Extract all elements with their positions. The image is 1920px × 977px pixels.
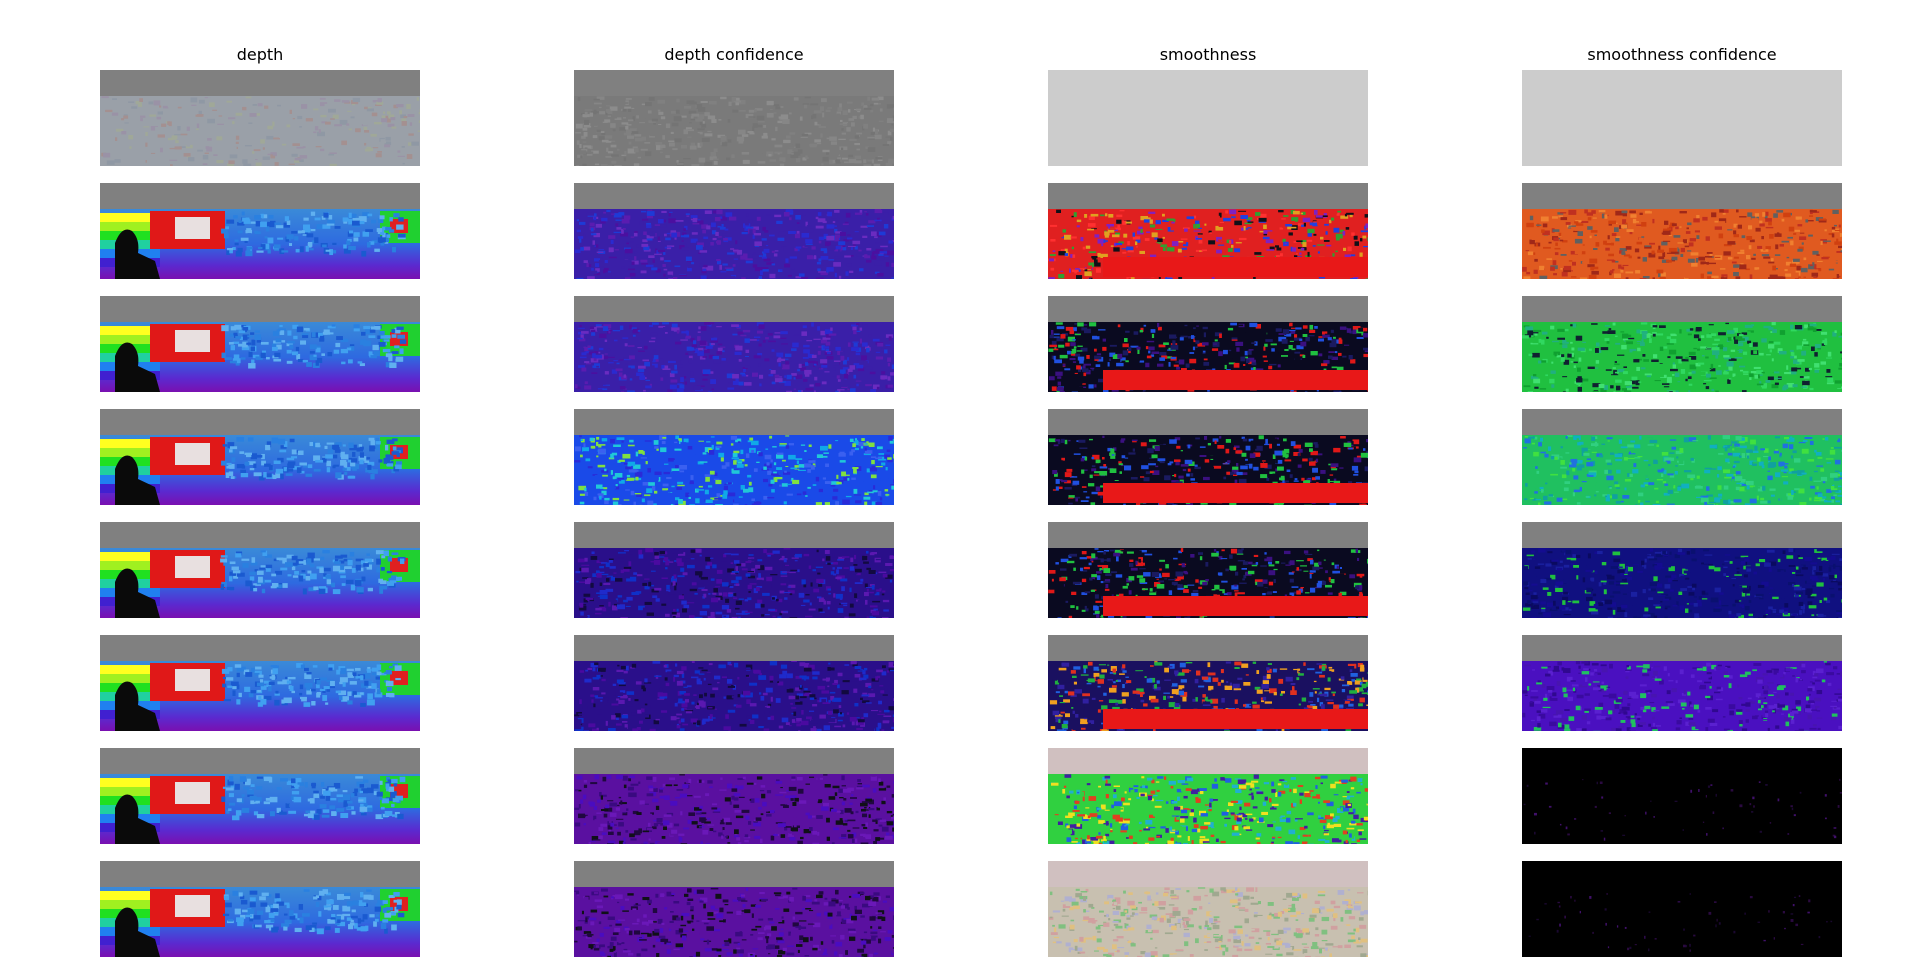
panel-depth-row-4 <box>100 409 420 505</box>
panel-image <box>100 183 420 279</box>
panel-depth-confidence-row-3 <box>574 296 894 392</box>
panel-image <box>574 409 894 505</box>
panel-depth-confidence-row-5 <box>574 522 894 618</box>
panel-image <box>1048 70 1368 166</box>
panel-depth-row-3 <box>100 296 420 392</box>
panel-image <box>1522 183 1842 279</box>
panel-depth-row-2 <box>100 183 420 279</box>
panel-image <box>1048 635 1368 731</box>
panel-smoothness-confidence-row-1 <box>1522 70 1842 166</box>
panel-depth-confidence-row-2 <box>574 183 894 279</box>
panel-smoothness-confidence-row-3 <box>1522 296 1842 392</box>
panel-image <box>574 183 894 279</box>
panel-smoothness-confidence-row-5 <box>1522 522 1842 618</box>
panel-smoothness-row-3 <box>1048 296 1368 392</box>
panel-image <box>574 522 894 618</box>
panel-smoothness-confidence-row-2 <box>1522 183 1842 279</box>
panel-image <box>1522 748 1842 844</box>
column-title-depth-confidence: depth confidence <box>574 46 894 64</box>
panel-smoothness-confidence-row-4 <box>1522 409 1842 505</box>
panel-image <box>1522 409 1842 505</box>
panel-depth-confidence-row-8 <box>574 861 894 957</box>
panel-smoothness-confidence-row-8 <box>1522 861 1842 957</box>
panel-depth-confidence-row-6 <box>574 635 894 731</box>
panel-image <box>574 70 894 166</box>
panel-depth-confidence-row-7 <box>574 748 894 844</box>
panel-depth-row-6 <box>100 635 420 731</box>
panel-image <box>1522 522 1842 618</box>
panel-image <box>100 70 420 166</box>
panel-image <box>574 296 894 392</box>
panel-smoothness-row-5 <box>1048 522 1368 618</box>
panel-image <box>1522 296 1842 392</box>
panel-image <box>1522 635 1842 731</box>
panel-image <box>1048 861 1368 957</box>
panel-image <box>100 522 420 618</box>
panel-image <box>100 409 420 505</box>
panel-image <box>100 635 420 731</box>
panel-smoothness-row-2 <box>1048 183 1368 279</box>
column-title-depth: depth <box>100 46 420 64</box>
column-title-smoothness: smoothness <box>1048 46 1368 64</box>
panel-smoothness-row-6 <box>1048 635 1368 731</box>
panel-smoothness-row-7 <box>1048 748 1368 844</box>
panel-image <box>100 296 420 392</box>
panel-depth-row-7 <box>100 748 420 844</box>
panel-image <box>574 635 894 731</box>
panel-image <box>100 861 420 957</box>
panel-smoothness-confidence-row-7 <box>1522 748 1842 844</box>
panel-image <box>1048 183 1368 279</box>
panel-image <box>574 861 894 957</box>
panel-depth-confidence-row-4 <box>574 409 894 505</box>
panel-image <box>1522 70 1842 166</box>
panel-smoothness-row-1 <box>1048 70 1368 166</box>
panel-smoothness-row-4 <box>1048 409 1368 505</box>
panel-image <box>1048 296 1368 392</box>
panel-depth-row-1 <box>100 70 420 166</box>
panel-smoothness-row-8 <box>1048 861 1368 957</box>
panel-image <box>1522 861 1842 957</box>
panel-smoothness-confidence-row-6 <box>1522 635 1842 731</box>
panel-image <box>1048 522 1368 618</box>
panel-image <box>574 748 894 844</box>
panel-image <box>100 748 420 844</box>
column-title-smoothness-confidence: smoothness confidence <box>1522 46 1842 64</box>
panel-image <box>1048 409 1368 505</box>
panel-image <box>1048 748 1368 844</box>
panel-depth-row-8 <box>100 861 420 957</box>
panel-depth-confidence-row-1 <box>574 70 894 166</box>
panel-depth-row-5 <box>100 522 420 618</box>
